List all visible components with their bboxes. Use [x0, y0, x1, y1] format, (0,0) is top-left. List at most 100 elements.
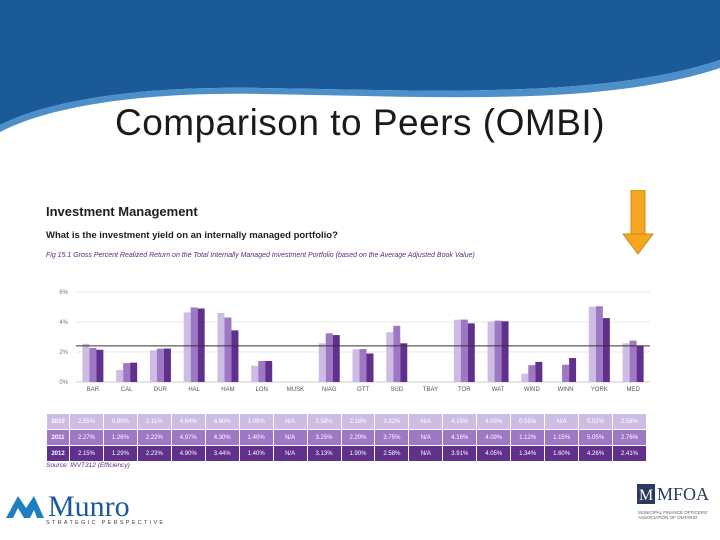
table-cell: 4.15%: [442, 413, 478, 430]
bar: [156, 348, 164, 382]
table-cell: 1.60%: [544, 445, 580, 462]
table-cell: 2.22%: [136, 429, 172, 446]
table-cell: 0.55%: [510, 413, 546, 430]
table-cell: 2.23%: [136, 445, 172, 462]
y-tick-label: 0%: [59, 380, 68, 386]
x-tick-label: BAR: [87, 387, 100, 393]
bar: [528, 365, 536, 382]
bar: [366, 353, 374, 382]
bar: [588, 306, 596, 382]
table-cell: 0.80%: [102, 413, 138, 430]
table-cell: 5.02%: [578, 413, 613, 430]
table-cell: 3.91%: [442, 445, 478, 462]
bar: [149, 350, 157, 382]
mfoa-subtitle: MUNICIPAL FINANCE OFFICERS' ASSOCIATION …: [638, 510, 708, 520]
data-table: 2010 2.55% 0.80% 2.11% 4.64% 4.60% 1.09% N/A 2.5…: [46, 413, 647, 462]
bar: [400, 343, 408, 382]
bar: [251, 365, 259, 382]
x-tick-label: HAL: [188, 387, 200, 393]
mfoa-logo: M MFOA: [637, 484, 709, 504]
bar: [521, 373, 529, 382]
table-cell: 1.12%: [510, 429, 546, 446]
question-text: What is the investment yield on an inter…: [46, 230, 338, 241]
table-cell: 3.32%: [374, 413, 410, 430]
bar: [217, 313, 225, 382]
table-cell: N/A: [408, 413, 444, 430]
bar: [453, 319, 461, 382]
x-tick-label: DUR: [154, 387, 168, 393]
x-tick-label: NIAG: [322, 387, 337, 393]
table-cell: 2.58%: [306, 413, 342, 430]
bar: [359, 349, 367, 382]
x-tick-label: WAT: [492, 387, 505, 393]
table-cell: N/A: [272, 445, 308, 462]
bar: [352, 349, 360, 382]
bar: [501, 321, 509, 382]
table-row: 2011 2.27% 1.26% 2.22% 4.97% 4.30% 1.40% N/A 3.2…: [46, 429, 647, 446]
bar: [183, 312, 191, 382]
bar: [96, 349, 104, 382]
table-cell: 1.34%: [510, 445, 546, 462]
bar: [595, 306, 603, 382]
bar: [224, 317, 232, 382]
figure-caption: Fig 15.1 Gross Percent Realized Return o…: [46, 252, 475, 259]
table-year-cell: 2012: [46, 445, 70, 462]
table-cell: N/A: [272, 413, 308, 430]
table-cell: 1.15%: [544, 429, 580, 446]
svg-text:M: M: [639, 487, 653, 504]
table-cell: 2.41%: [612, 445, 647, 462]
munro-tagline: STRATEGIC PERSPECTIVE: [46, 520, 166, 526]
table-cell: 2.27%: [69, 429, 104, 446]
table-cell: 4.03%: [476, 413, 512, 430]
x-tick-label: TBAY: [423, 387, 438, 393]
bar: [460, 319, 468, 382]
source-note: Source: INVT312 (Efficiency): [46, 462, 130, 469]
table-cell: 2.15%: [69, 445, 104, 462]
table-cell: 4.60%: [204, 413, 240, 430]
x-tick-label: WIND: [524, 387, 541, 393]
bar: [636, 345, 644, 382]
x-tick-label: HAM: [221, 387, 234, 393]
table-cell: 4.64%: [170, 413, 206, 430]
bar: [629, 340, 637, 382]
bar: [265, 361, 273, 382]
bar: [393, 325, 401, 382]
x-tick-label: CAL: [121, 387, 133, 393]
down-arrow-icon: [622, 190, 654, 255]
bar: [494, 320, 502, 382]
table-row: 2012 2.15% 1.29% 2.23% 4.90% 3.44% 1.40% N/A 3.1…: [46, 445, 647, 462]
x-tick-label: MED: [626, 387, 640, 393]
bar: [602, 318, 610, 382]
table-cell: 3.25%: [306, 429, 342, 446]
table-cell: N/A: [408, 429, 444, 446]
bar: [569, 358, 577, 382]
slide-title: Comparison to Peers (OMBI): [114, 102, 606, 143]
x-tick-label: SUD: [390, 387, 403, 393]
bar: [231, 330, 239, 382]
bar: [82, 343, 90, 382]
x-tick-label: OTT: [357, 387, 369, 393]
table-cell: 1.09%: [238, 413, 274, 430]
bar: [332, 335, 340, 382]
bar: [163, 348, 171, 382]
x-tick-label: MUSK: [287, 387, 304, 393]
bar: [89, 347, 97, 382]
table-cell: 4.26%: [578, 445, 613, 462]
x-tick-label: TOR: [458, 387, 471, 393]
bar: [325, 333, 333, 382]
table-cell: 4.90%: [170, 445, 206, 462]
table-year-cell: 2011: [46, 429, 70, 446]
bar: [197, 308, 205, 382]
table-cell: N/A: [272, 429, 308, 446]
bar: [622, 343, 630, 382]
bar-chart: 0% 2% 4% 6% BAR CAL DUR HAL HAM LON MUSK NIAG OTT SUD…: [59, 290, 650, 393]
munro-logo: Munro: [6, 490, 130, 523]
bar: [467, 323, 475, 382]
table-cell: 5.05%: [578, 429, 613, 446]
mfoa-logo-text: MFOA: [657, 484, 709, 504]
bar: [562, 364, 570, 382]
bar: [535, 361, 543, 382]
table-cell: 1.40%: [238, 445, 274, 462]
y-tick-label: 2%: [59, 350, 68, 356]
table-cell: 4.09%: [476, 429, 512, 446]
